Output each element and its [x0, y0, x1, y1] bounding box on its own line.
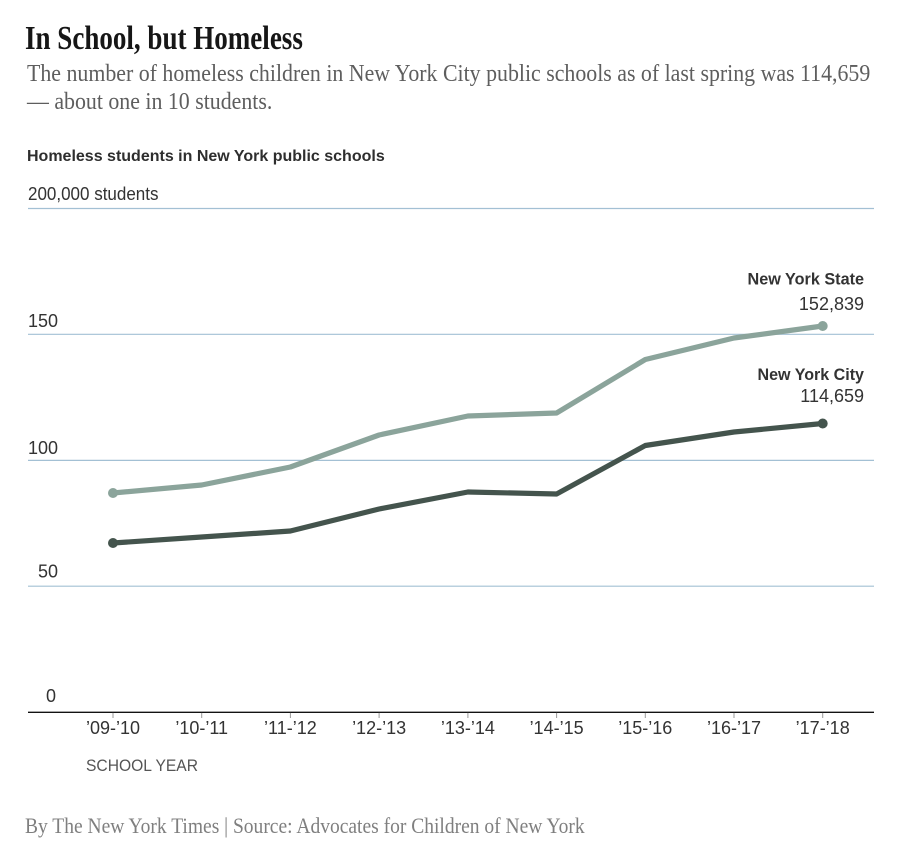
- svg-text:’11-’12: ’11-’12: [264, 718, 317, 738]
- svg-text:’16-’17: ’16-’17: [707, 718, 761, 738]
- svg-text:152,839: 152,839: [799, 294, 864, 314]
- svg-text:200,000 students: 200,000 students: [28, 184, 159, 204]
- svg-text:New York City: New York City: [758, 365, 865, 384]
- svg-text:50: 50: [38, 562, 58, 582]
- svg-text:’09-’10: ’09-’10: [86, 718, 140, 738]
- svg-text:100: 100: [28, 438, 58, 458]
- svg-text:’17-’18: ’17-’18: [796, 718, 850, 738]
- svg-text:0: 0: [46, 686, 56, 706]
- svg-text:’14-’15: ’14-’15: [530, 718, 584, 738]
- svg-text:’13-’14: ’13-’14: [441, 718, 495, 738]
- svg-text:New York State: New York State: [748, 270, 865, 289]
- svg-text:150: 150: [28, 311, 58, 331]
- svg-text:114,659: 114,659: [800, 386, 864, 406]
- svg-text:’10-’11: ’10-’11: [175, 718, 228, 738]
- svg-text:’12-’13: ’12-’13: [352, 718, 406, 738]
- svg-text:SCHOOL YEAR: SCHOOL YEAR: [86, 757, 198, 775]
- svg-text:’15-’16: ’15-’16: [618, 718, 672, 738]
